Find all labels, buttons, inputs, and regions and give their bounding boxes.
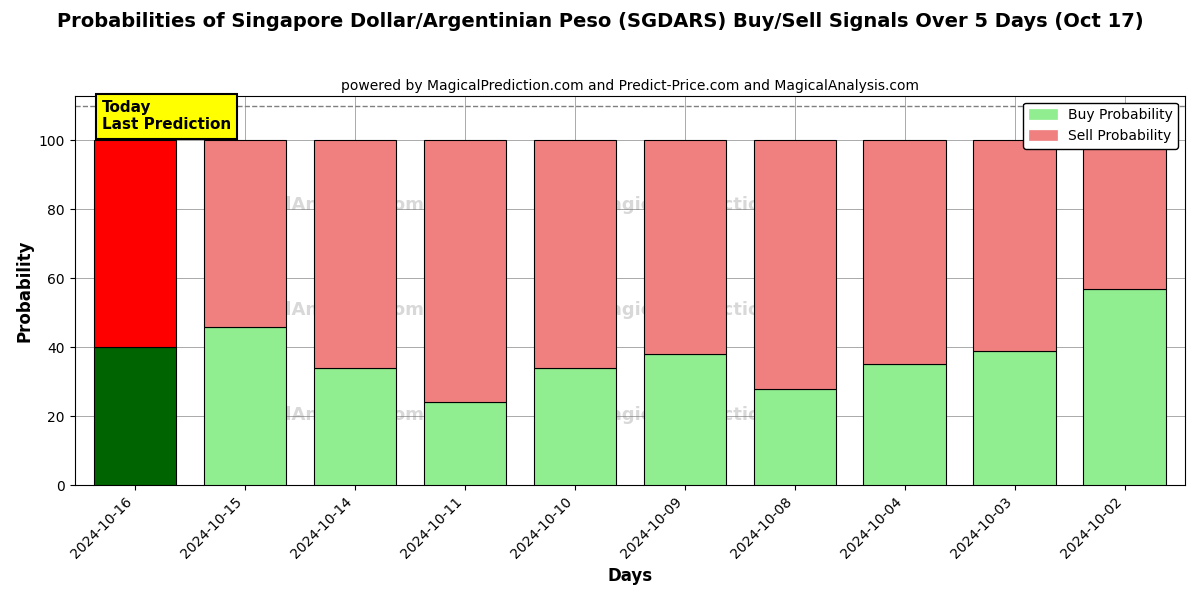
Title: powered by MagicalPrediction.com and Predict-Price.com and MagicalAnalysis.com: powered by MagicalPrediction.com and Pre… [341, 79, 919, 93]
Legend: Buy Probability, Sell Probability: Buy Probability, Sell Probability [1024, 103, 1178, 149]
Bar [313, 140, 396, 368]
Bar [643, 354, 726, 485]
Bar [94, 347, 176, 485]
Bar [424, 140, 506, 403]
Text: MagicalPrediction.com: MagicalPrediction.com [593, 406, 822, 424]
Bar [864, 364, 946, 485]
Bar [534, 140, 616, 368]
Bar [424, 403, 506, 485]
Text: MagicalAnalysis.com: MagicalAnalysis.com [214, 301, 424, 319]
Bar [204, 140, 287, 326]
Bar [754, 140, 836, 389]
Text: Today
Last Prediction: Today Last Prediction [102, 100, 232, 133]
X-axis label: Days: Days [607, 567, 653, 585]
Bar [1084, 140, 1165, 289]
Bar [973, 350, 1056, 485]
Bar [534, 368, 616, 485]
Y-axis label: Probability: Probability [16, 239, 34, 341]
Bar [313, 368, 396, 485]
Bar [1084, 289, 1165, 485]
Text: MagicalAnalysis.com: MagicalAnalysis.com [214, 196, 424, 214]
Text: Probabilities of Singapore Dollar/Argentinian Peso (SGDARS) Buy/Sell Signals Ove: Probabilities of Singapore Dollar/Argent… [56, 12, 1144, 31]
Bar [754, 389, 836, 485]
Text: MagicalPrediction.com: MagicalPrediction.com [593, 301, 822, 319]
Bar [643, 140, 726, 354]
Bar [94, 140, 176, 347]
Bar [204, 326, 287, 485]
Bar [864, 140, 946, 364]
Bar [973, 140, 1056, 350]
Text: MagicalAnalysis.com: MagicalAnalysis.com [214, 406, 424, 424]
Text: MagicalPrediction.com: MagicalPrediction.com [593, 196, 822, 214]
